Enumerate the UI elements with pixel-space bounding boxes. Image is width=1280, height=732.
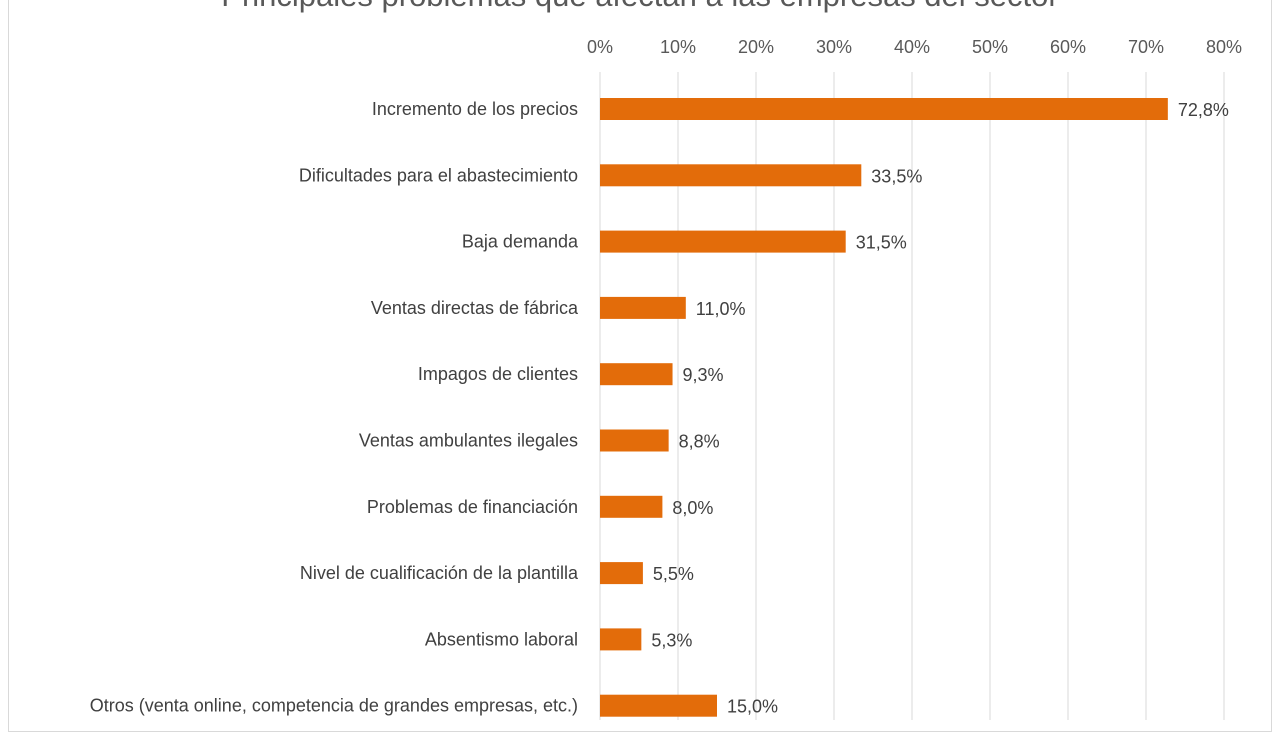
x-tick-label: 20% [738, 37, 774, 57]
data-label: 8,0% [672, 498, 713, 518]
x-tick-label: 80% [1206, 37, 1242, 57]
x-tick-label: 70% [1128, 37, 1164, 57]
x-tick-label: 0% [587, 37, 613, 57]
category-label: Baja demanda [462, 232, 579, 252]
data-label: 72,8% [1178, 100, 1229, 120]
bar [600, 363, 673, 386]
data-label: 31,5% [856, 233, 907, 253]
bar [600, 98, 1168, 120]
data-label: 5,3% [651, 630, 692, 650]
category-label: Nivel de cualificación de la plantilla [300, 563, 579, 583]
category-label: Ventas ambulantes ilegales [359, 431, 578, 451]
bar [600, 694, 717, 717]
category-label: Otros (venta online, competencia de gran… [90, 696, 578, 716]
bar [600, 628, 642, 651]
data-label: 8,8% [679, 432, 720, 452]
bar [600, 495, 663, 518]
bar [600, 164, 862, 187]
x-tick-label: 40% [894, 37, 930, 57]
data-label: 15,0% [727, 697, 778, 717]
data-label: 5,5% [653, 564, 694, 584]
bar [600, 230, 846, 253]
category-label: Problemas de financiación [367, 497, 578, 517]
x-tick-label: 30% [816, 37, 852, 57]
category-label: Incremento de los precios [372, 99, 578, 119]
bar [600, 429, 669, 452]
data-label: 33,5% [871, 166, 922, 186]
category-label: Ventas directas de fábrica [371, 298, 579, 318]
category-label: Absentismo laboral [425, 629, 578, 649]
x-tick-label: 10% [660, 37, 696, 57]
x-tick-label: 50% [972, 37, 1008, 57]
data-label: 11,0% [696, 299, 746, 319]
category-label: Impagos de clientes [418, 364, 578, 384]
x-tick-label: 60% [1050, 37, 1086, 57]
data-label: 9,3% [683, 365, 724, 385]
category-label: Dificultades para el abastecimiento [299, 165, 578, 185]
chart-title: Principales problemas que afectan a las … [0, 0, 1280, 14]
bar [600, 296, 686, 319]
bar [600, 562, 643, 585]
